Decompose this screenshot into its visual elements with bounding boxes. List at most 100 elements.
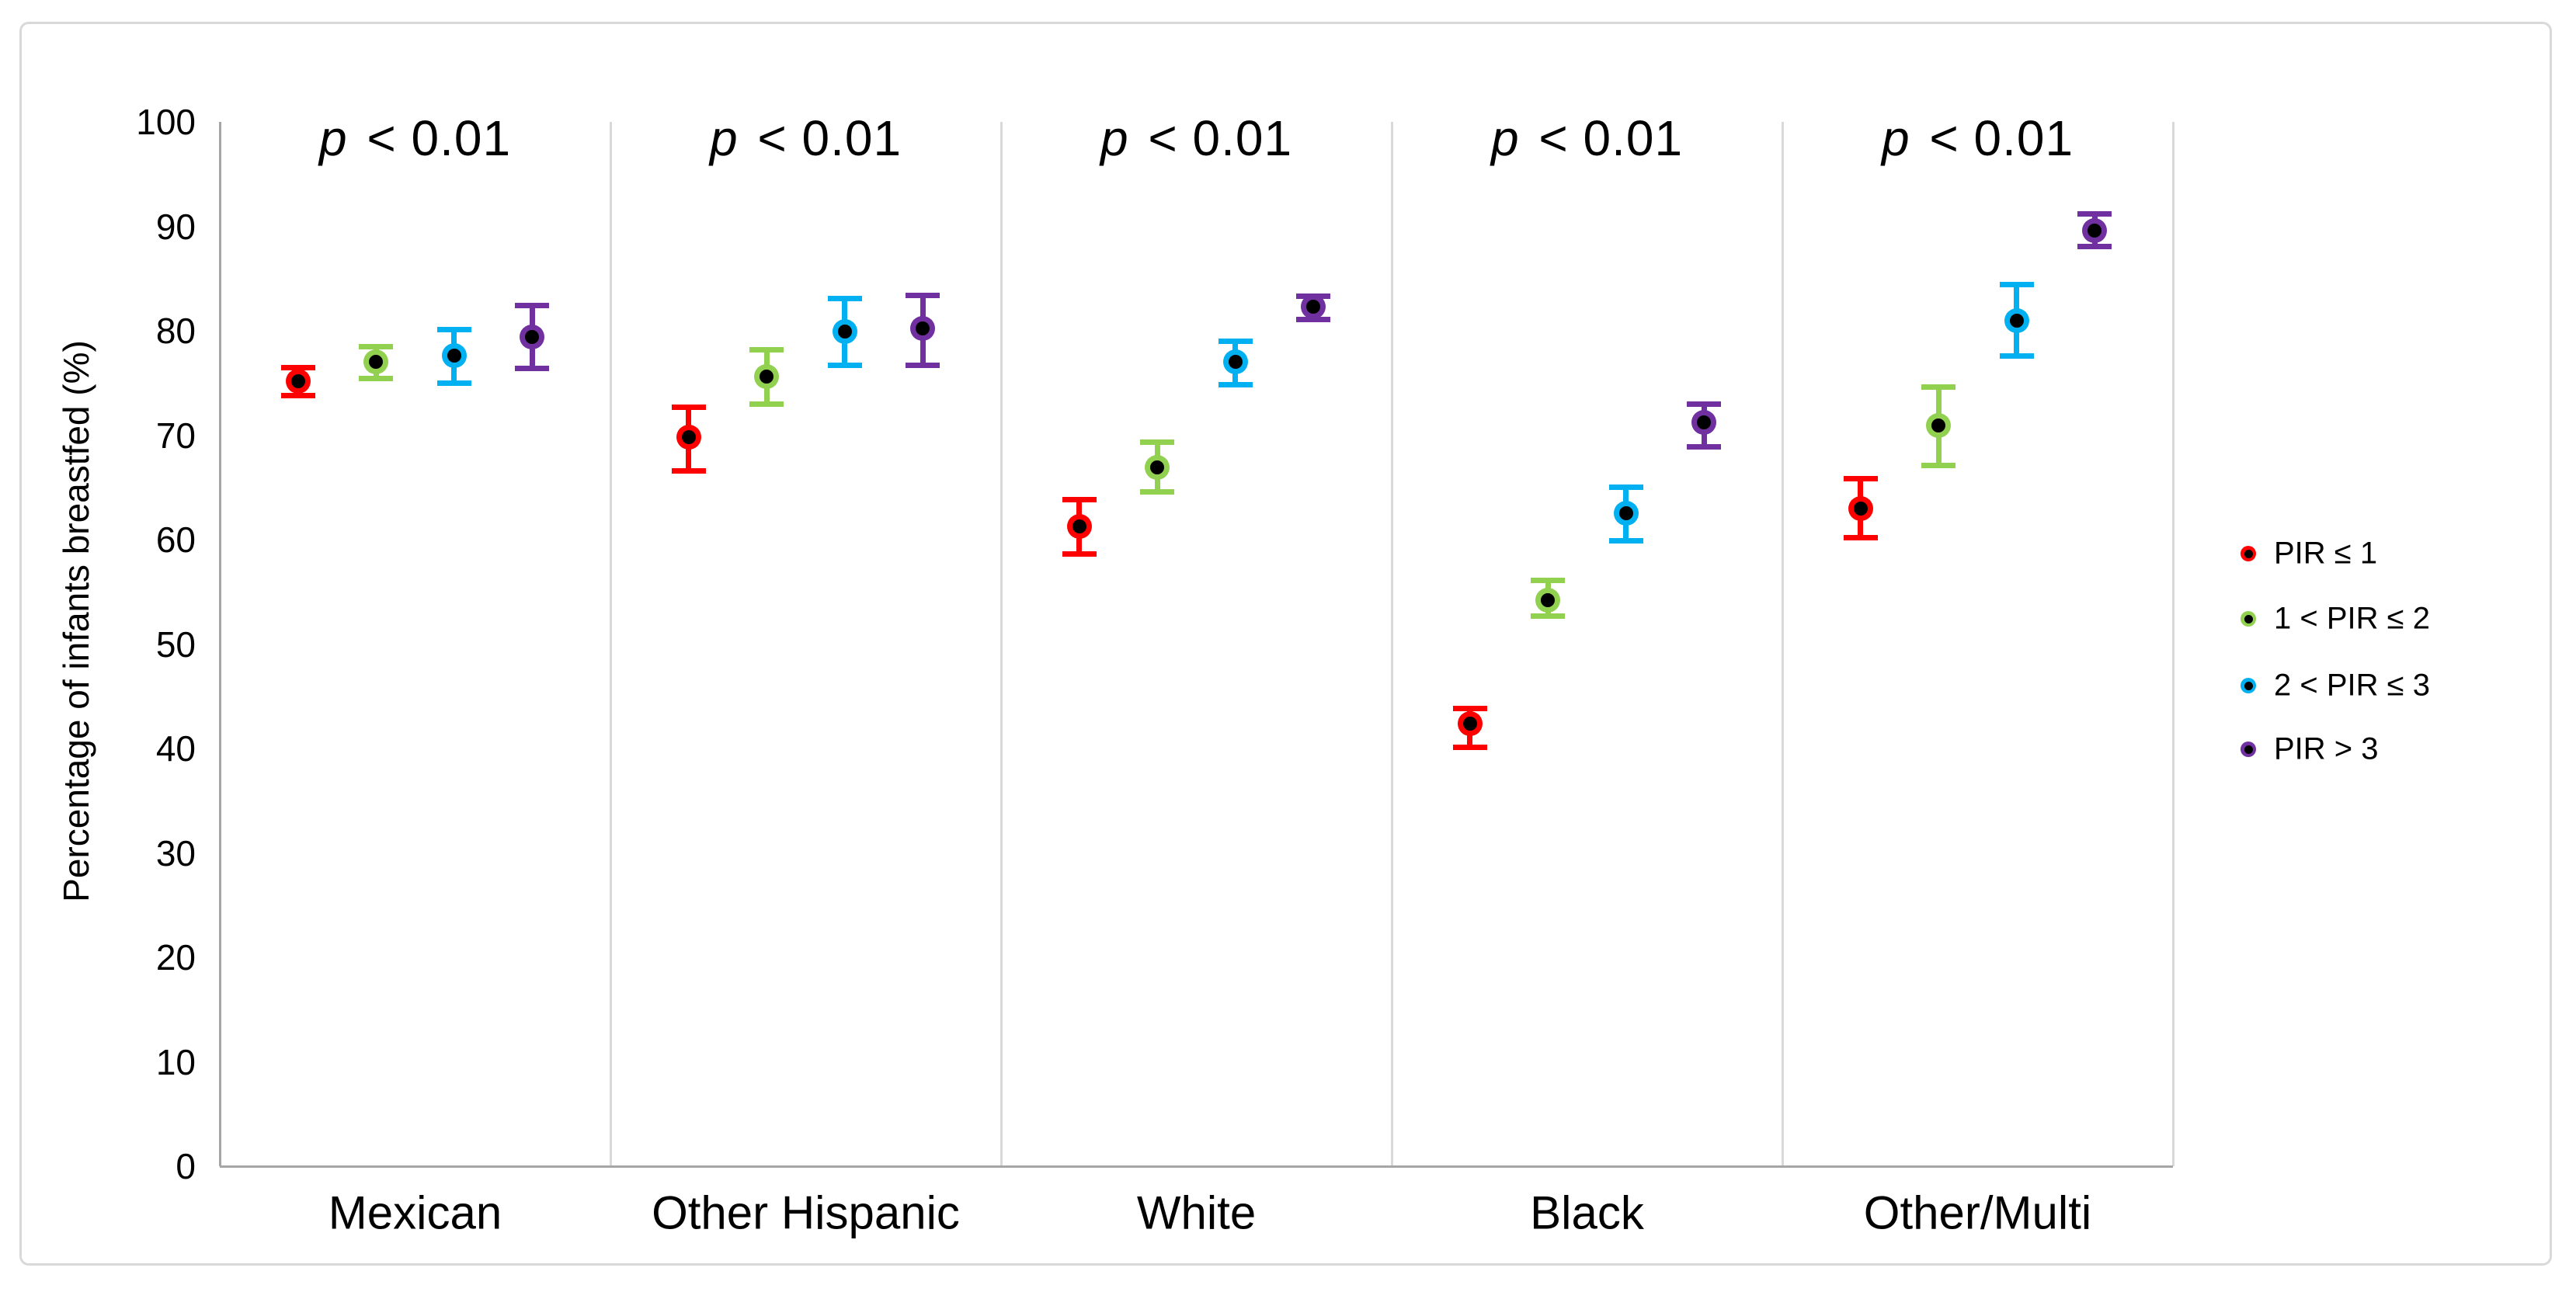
error-bar-cap: [1687, 443, 1722, 450]
y-tick-label: 20: [155, 937, 196, 978]
marker-dot: [290, 373, 305, 388]
error-bar-cap: [827, 362, 862, 368]
p-value-annotation: p < 0.01: [1100, 110, 1293, 166]
panel-divider: [999, 122, 1003, 1166]
marker-dot: [837, 325, 852, 339]
y-tick-label: 90: [155, 206, 196, 247]
p-value-annotation: p < 0.01: [1881, 110, 2074, 166]
marker-dot: [447, 349, 461, 363]
y-tick-label: 70: [155, 415, 196, 456]
marker-dot: [1228, 355, 1243, 370]
x-category-label: Black: [1530, 1186, 1644, 1239]
p-italic: p: [1100, 110, 1129, 166]
x-category-label: White: [1136, 1186, 1257, 1239]
panel-divider: [1781, 122, 1784, 1166]
error-bar-cap: [906, 362, 940, 368]
error-bar-cap: [1608, 484, 1643, 491]
p-italic: p: [1881, 110, 1910, 166]
legend-marker-dot: [2244, 745, 2253, 754]
p-italic: p: [318, 110, 348, 166]
legend-label: PIR > 3: [2274, 731, 2379, 766]
marker-dot: [1853, 501, 1868, 516]
marker-dot: [1931, 419, 1946, 433]
error-bar-cap: [827, 295, 862, 301]
y-tick-label: 40: [155, 728, 196, 769]
marker-dot: [681, 430, 696, 445]
marker-dot: [1306, 300, 1321, 314]
p-italic: p: [709, 110, 739, 166]
legend-label: PIR ≤ 1: [2274, 536, 2378, 571]
marker-dot: [1150, 460, 1165, 475]
error-bar-cap: [1452, 706, 1487, 712]
marker-dot: [760, 370, 774, 384]
marker-dot: [2088, 223, 2102, 238]
error-bar-cap: [671, 404, 706, 410]
error-bar-cap: [1218, 382, 1253, 388]
y-tick-label: 60: [155, 519, 196, 560]
marker-dot: [916, 321, 930, 336]
error-bar-cap: [1218, 338, 1253, 344]
p-value-annotation: p < 0.01: [318, 110, 512, 166]
error-bar-cap: [1921, 463, 1956, 468]
marker-dot: [1697, 415, 1712, 430]
error-bar-cap: [1452, 745, 1487, 751]
panel-divider: [2171, 122, 2174, 1166]
legend-label: 1 < PIR ≤ 2: [2274, 601, 2430, 636]
marker-dot: [1072, 519, 1086, 533]
error-bar-cap: [749, 346, 784, 353]
x-axis-line: [220, 1165, 2173, 1168]
p-value-annotation: p < 0.01: [709, 110, 902, 166]
error-bar-cap: [515, 365, 550, 371]
error-bar-cap: [1296, 316, 1331, 322]
error-bar-cap: [280, 392, 315, 398]
marker-dot: [369, 355, 384, 370]
error-bar-cap: [1140, 439, 1175, 446]
panel-divider: [1390, 122, 1393, 1166]
error-bar-cap: [1531, 613, 1566, 619]
error-bar-cap: [436, 327, 471, 333]
y-tick-label: 0: [176, 1146, 196, 1186]
error-bar-cap: [749, 401, 784, 407]
marker-dot: [2009, 313, 2024, 328]
panel-divider: [609, 122, 612, 1166]
legend-marker-dot: [2244, 681, 2253, 690]
error-bar-cap: [1608, 537, 1643, 544]
error-bar-cap: [906, 292, 940, 298]
error-bar-cap: [1843, 534, 1878, 540]
error-bar-cap: [1999, 353, 2034, 359]
marker-dot: [1618, 506, 1633, 521]
error-bar-cap: [359, 376, 394, 382]
error-bar-cap: [436, 380, 471, 386]
x-category-label: Other/Multi: [1863, 1186, 2092, 1239]
legend-marker-dot: [2244, 549, 2253, 558]
error-bar-cap: [1062, 497, 1097, 503]
error-bar-cap: [1999, 282, 2034, 288]
marker-dot: [1541, 593, 1556, 607]
error-bar-cap: [671, 467, 706, 474]
p-value-annotation: p < 0.01: [1490, 110, 1684, 166]
y-tick-label: 100: [136, 102, 196, 142]
y-tick-label: 30: [155, 832, 196, 873]
x-category-label: Other Hispanic: [652, 1186, 960, 1239]
error-bar-cap: [515, 303, 550, 309]
error-bar-cap: [2077, 210, 2112, 217]
error-bar-cap: [1062, 551, 1097, 557]
y-tick-label: 80: [155, 311, 196, 351]
legend-label: 2 < PIR ≤ 3: [2274, 668, 2430, 703]
marker-dot: [1462, 716, 1477, 731]
p-italic: p: [1490, 110, 1520, 166]
marker-dot: [525, 330, 540, 345]
y-tick-label: 10: [155, 1041, 196, 1082]
figure-border: [19, 22, 2552, 1266]
error-bar-cap: [280, 364, 315, 370]
x-category-label: Mexican: [328, 1186, 502, 1239]
y-axis-line: [218, 122, 221, 1166]
legend-marker-dot: [2244, 614, 2253, 623]
error-bar-cap: [1140, 488, 1175, 495]
error-bar-cap: [1687, 401, 1722, 407]
y-tick-label: 50: [155, 623, 196, 665]
error-bar-cap: [2077, 243, 2112, 249]
error-bar-cap: [359, 343, 394, 349]
error-bar-cap: [1843, 476, 1878, 482]
